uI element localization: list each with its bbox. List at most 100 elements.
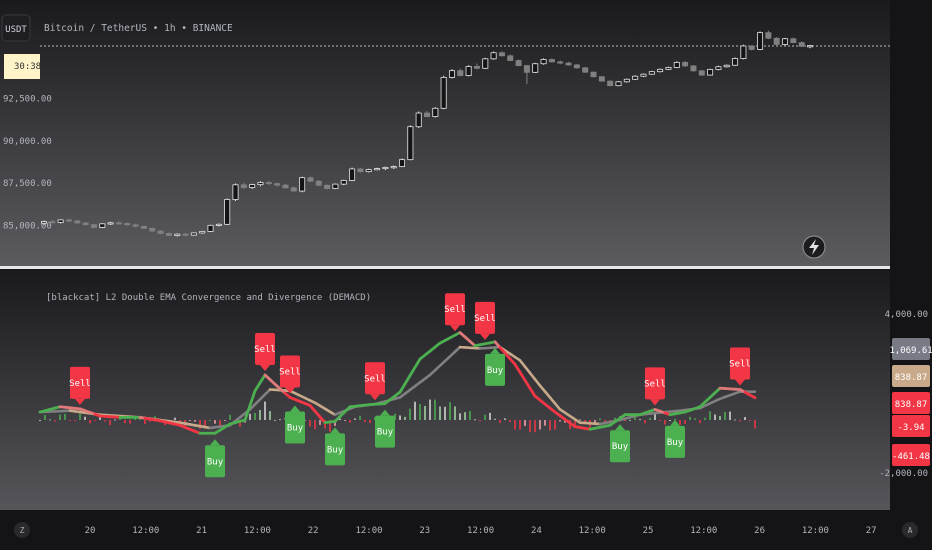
histogram-bar <box>324 420 326 429</box>
histogram-bar <box>409 408 411 420</box>
signal-label: Sell <box>364 374 386 384</box>
candle <box>573 63 580 69</box>
candle <box>515 59 522 67</box>
candle <box>698 69 705 76</box>
histogram-bar <box>459 413 461 420</box>
lightning-icon[interactable] <box>802 235 826 259</box>
slow-line-segment <box>528 371 537 381</box>
candle <box>598 76 605 82</box>
histogram-bar <box>334 420 336 426</box>
signal-label: Sell <box>644 379 666 389</box>
histogram-bar <box>754 420 756 429</box>
histogram-bar <box>429 399 431 420</box>
pane-separator[interactable] <box>0 266 932 269</box>
histogram-bar <box>314 420 316 430</box>
price-pane[interactable] <box>0 0 890 266</box>
histogram-bar <box>129 420 131 424</box>
candle <box>523 64 530 85</box>
time-label: 27 <box>866 526 877 536</box>
histogram-bar <box>419 404 421 420</box>
signal-label: Buy <box>377 428 394 438</box>
sell-signal: Sell <box>444 293 466 332</box>
time-label: 26 <box>754 526 765 536</box>
time-scale[interactable] <box>0 510 932 550</box>
candle <box>399 158 406 168</box>
fast-line-segment <box>748 393 757 400</box>
time-label: 12:00 <box>132 526 159 536</box>
histogram-bar <box>724 411 726 420</box>
histogram-bar <box>424 405 426 420</box>
candle <box>74 219 81 224</box>
histogram-bar <box>639 419 641 421</box>
signal-label: Sell <box>69 379 91 389</box>
value-tag-text: 838.87 <box>895 400 928 410</box>
histogram-bar <box>199 420 201 429</box>
histogram-bar <box>149 420 151 422</box>
candle <box>757 31 764 51</box>
candle <box>440 75 447 110</box>
histogram-bar <box>594 420 596 423</box>
signal-label: Sell <box>474 314 496 324</box>
candle <box>240 182 247 190</box>
slow-line-segment <box>518 359 527 368</box>
candle <box>723 64 730 68</box>
candle <box>182 232 189 236</box>
histogram-bar <box>739 420 741 422</box>
slow-line-segment <box>533 377 542 387</box>
fast-line-segment <box>513 362 522 374</box>
histogram-bar <box>484 414 486 420</box>
histogram-bar <box>699 420 701 424</box>
candle <box>540 58 547 65</box>
histogram-bar <box>189 420 191 421</box>
candle <box>607 80 614 87</box>
timezone-icon[interactable]: Z <box>14 522 30 538</box>
value-tag-text: 1,069.61 <box>889 346 932 356</box>
buy-signal: Buy <box>610 424 630 463</box>
histogram-bar <box>399 415 401 420</box>
histogram-bar <box>224 420 226 421</box>
candle <box>315 180 322 187</box>
histogram-bar <box>239 420 241 427</box>
histogram-bar <box>139 417 141 420</box>
candle <box>673 61 680 69</box>
histogram-bar <box>279 419 281 421</box>
candle <box>265 181 272 186</box>
candle <box>707 68 714 76</box>
countdown-badge <box>4 54 40 79</box>
candle <box>340 179 347 186</box>
candle <box>532 62 539 74</box>
histogram-bar <box>439 406 441 420</box>
histogram-bar <box>734 419 736 421</box>
histogram-bar <box>54 420 56 422</box>
value-tag: 1,069.61 <box>889 338 932 360</box>
price-scale[interactable] <box>890 0 932 550</box>
price-label: 92,500.00 <box>3 95 52 105</box>
histogram-bar <box>509 420 511 422</box>
sell-signal: Sell <box>364 362 386 401</box>
auto-scale-icon[interactable]: A <box>902 522 918 538</box>
candle <box>140 225 147 230</box>
candle <box>82 221 89 226</box>
time-label: 12:00 <box>579 526 606 536</box>
histogram-bar <box>84 416 86 420</box>
histogram-bar <box>539 420 541 430</box>
time-label: 24 <box>531 526 542 536</box>
svg-text:A: A <box>908 526 913 535</box>
oscillator-value-tags: 1,069.61 838.87 838.87 -3.94 -461.48 <box>889 338 932 466</box>
candle <box>465 65 472 77</box>
histogram-bar <box>529 420 531 432</box>
histogram-bar <box>674 418 676 420</box>
histogram-bar <box>344 420 346 421</box>
histogram-bar <box>404 416 406 420</box>
histogram-bar <box>69 420 71 421</box>
candle <box>473 63 480 70</box>
candle <box>290 186 297 192</box>
currency-button[interactable] <box>1 14 31 42</box>
histogram-bar <box>229 414 231 420</box>
osc-axis-label: 4,000.00 <box>885 310 928 320</box>
symbol-title: Bitcoin / TetherUS • 1h • BINANCE <box>44 23 233 34</box>
buy-signal: Buy <box>665 419 685 458</box>
price-label: 90,000.00 <box>3 137 52 147</box>
candle <box>457 68 464 77</box>
